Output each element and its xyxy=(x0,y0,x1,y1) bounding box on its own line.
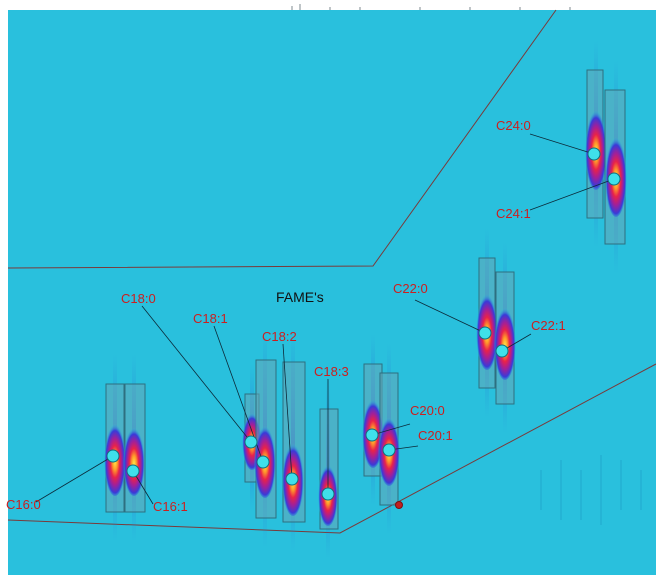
peak-c24-0 xyxy=(585,40,607,248)
leader-line-c22-0 xyxy=(414,299,486,334)
leader-line-c24-1 xyxy=(529,178,615,211)
leader-line-c24-0 xyxy=(529,133,595,155)
peak-label-c20-1: C20:1 xyxy=(418,428,453,443)
peaks-layer xyxy=(104,40,627,559)
reference-dot xyxy=(395,501,403,509)
peak-label-c18-3: C18:3 xyxy=(314,364,349,379)
peak-marker-c18-0[interactable] xyxy=(244,435,258,449)
peak-c22-1 xyxy=(494,242,516,434)
peak-markers xyxy=(106,147,621,501)
peak-marker-c20-0[interactable] xyxy=(365,428,379,442)
peak-label-c24-0: C24:0 xyxy=(496,118,531,133)
peak-marker-c18-2[interactable] xyxy=(285,472,299,486)
peak-label-c18-1: C18:1 xyxy=(193,311,228,326)
peak-marker-c22-1[interactable] xyxy=(495,344,509,358)
peak-c18-1 xyxy=(254,330,277,548)
peak-c16-1 xyxy=(123,354,146,542)
peak-marker-c20-1[interactable] xyxy=(382,443,396,457)
peak-label-c22-1: C22:1 xyxy=(531,318,566,333)
leader-line-c18-2 xyxy=(282,343,293,480)
peak-spot xyxy=(494,304,516,380)
peak-marker-c16-1[interactable] xyxy=(126,464,140,478)
peak-label-c18-0: C18:0 xyxy=(121,291,156,306)
region-outline xyxy=(7,9,656,534)
peak-marker-c16-0[interactable] xyxy=(106,449,120,463)
peak-marker-c24-1[interactable] xyxy=(607,172,621,186)
peak-marker-c18-3[interactable] xyxy=(321,487,335,501)
peak-c24-1 xyxy=(604,60,627,274)
top-tick-marks xyxy=(291,4,571,10)
peak-c18-2 xyxy=(282,332,306,552)
peak-label-c18-2: C18:2 xyxy=(262,329,297,344)
peak-label-c16-1: C16:1 xyxy=(153,499,188,514)
left-margin xyxy=(0,0,8,575)
peak-marker-c24-0[interactable] xyxy=(587,147,601,161)
leader-line-c18-0 xyxy=(141,305,252,443)
peak-marker-c18-1[interactable] xyxy=(256,455,270,469)
peak-labels: C16:0 C16:1 C18:0 C18:1 C18:2 C18:3 C20:0 C20:1… xyxy=(6,118,566,514)
peak-marker-c22-0[interactable] xyxy=(478,326,492,340)
diagram-title: FAME's xyxy=(276,289,324,305)
peak-spot xyxy=(123,424,145,496)
leader-line-c20-0 xyxy=(371,423,411,436)
top-margin xyxy=(0,0,656,10)
peak-label-c22-0: C22:0 xyxy=(393,281,428,296)
leader-line-c16-0 xyxy=(35,455,114,503)
peak-label-c24-1: C24:1 xyxy=(496,206,531,221)
peak-label-c20-0: C20:0 xyxy=(410,403,445,418)
peak-label-c16-0: C16:0 xyxy=(6,497,41,512)
background-streaks xyxy=(540,455,642,525)
